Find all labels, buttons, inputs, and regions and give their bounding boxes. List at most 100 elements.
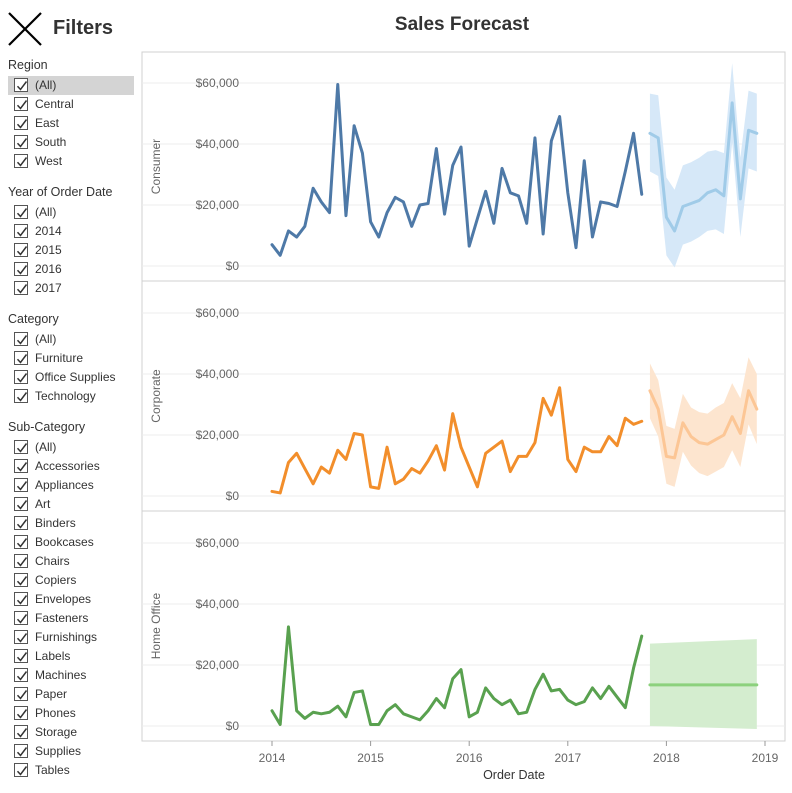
checkmark-icon <box>16 614 28 624</box>
filter-item[interactable]: Envelopes <box>8 590 134 609</box>
checkbox[interactable] <box>14 459 28 473</box>
checkbox[interactable] <box>14 243 28 257</box>
filter-item[interactable]: (All) <box>8 438 134 457</box>
filter-item[interactable]: (All) <box>8 76 134 95</box>
filter-item-label: Office Supplies <box>35 370 116 384</box>
checkbox[interactable] <box>14 554 28 568</box>
filter-item[interactable]: East <box>8 114 134 133</box>
filter-item[interactable]: Supplies <box>8 742 134 761</box>
filter-item[interactable]: Furnishings <box>8 628 134 647</box>
filter-item[interactable]: Art <box>8 495 134 514</box>
checkbox[interactable] <box>14 154 28 168</box>
filter-item[interactable]: Copiers <box>8 571 134 590</box>
filter-item[interactable]: Phones <box>8 704 134 723</box>
filter-group-title: Year of Order Date <box>8 185 113 199</box>
checkmark-icon <box>16 208 28 218</box>
filter-group-title: Sub-Category <box>8 420 86 434</box>
filter-item-label: Storage <box>35 725 78 739</box>
close-icon[interactable] <box>6 10 44 48</box>
checkbox[interactable] <box>14 725 28 739</box>
filter-item[interactable]: (All) <box>8 330 134 349</box>
checkbox[interactable] <box>14 744 28 758</box>
actual-series-line <box>270 386 644 495</box>
filter-item[interactable]: Labels <box>8 647 134 666</box>
filter-item[interactable]: Binders <box>8 514 134 533</box>
filter-item[interactable]: 2014 <box>8 222 134 241</box>
checkbox[interactable] <box>14 97 28 111</box>
filter-item-label: (All) <box>35 205 57 219</box>
filters-title: Filters <box>53 17 114 39</box>
filter-item[interactable]: Technology <box>8 387 134 406</box>
filter-item[interactable]: West <box>8 152 134 171</box>
checkbox[interactable] <box>14 649 28 663</box>
checkbox[interactable] <box>14 535 28 549</box>
checkbox[interactable] <box>14 497 28 511</box>
y-tick-label: $20,000 <box>196 198 240 212</box>
checkmark-icon <box>16 538 28 548</box>
checkbox[interactable] <box>14 370 28 384</box>
checkbox[interactable] <box>14 135 28 149</box>
checkbox[interactable] <box>14 573 28 587</box>
filter-item[interactable]: 2015 <box>8 241 134 260</box>
checkbox[interactable] <box>14 611 28 625</box>
filter-item[interactable]: Accessories <box>8 457 134 476</box>
y-tick-label: $0 <box>226 259 240 273</box>
filter-item[interactable]: Furniture <box>8 349 134 368</box>
checkbox[interactable] <box>14 389 28 403</box>
filter-item-label: Furniture <box>35 351 84 365</box>
x-tick-label: 2019 <box>752 751 779 765</box>
x-axis-label: Order Date <box>483 768 545 782</box>
checkbox[interactable] <box>14 281 28 295</box>
checkbox[interactable] <box>14 763 28 777</box>
filter-item[interactable]: 2017 <box>8 279 134 298</box>
checkmark-icon <box>16 227 28 237</box>
checkmark-icon <box>16 100 28 110</box>
checkbox[interactable] <box>14 262 28 276</box>
panel-label: Consumer <box>149 139 163 194</box>
checkbox[interactable] <box>14 668 28 682</box>
filter-item[interactable]: Bookcases <box>8 533 134 552</box>
filter-item[interactable]: Central <box>8 95 134 114</box>
filter-item[interactable]: Office Supplies <box>8 368 134 387</box>
filter-item-label: Copiers <box>35 573 77 587</box>
filter-item[interactable]: South <box>8 133 134 152</box>
filter-item[interactable]: Fasteners <box>8 609 134 628</box>
forecast-band <box>649 63 757 268</box>
filter-item-label: Furnishings <box>35 630 98 644</box>
checkmark-icon <box>16 709 28 719</box>
filter-item-label: Appliances <box>35 478 94 492</box>
filter-item-label: (All) <box>35 78 57 92</box>
checkmark-icon <box>16 335 28 345</box>
filter-item[interactable]: Tables <box>8 761 134 780</box>
filter-item-label: Phones <box>35 706 76 720</box>
checkbox[interactable] <box>14 116 28 130</box>
checkbox[interactable] <box>14 440 28 454</box>
checkbox[interactable] <box>14 630 28 644</box>
filter-item-label: Envelopes <box>35 592 92 606</box>
filter-item[interactable]: Appliances <box>8 476 134 495</box>
filter-item[interactable]: Paper <box>8 685 134 704</box>
checkbox[interactable] <box>14 687 28 701</box>
checkbox[interactable] <box>14 706 28 720</box>
checkbox[interactable] <box>14 224 28 238</box>
checkbox[interactable] <box>14 351 28 365</box>
filter-item-label: Accessories <box>35 459 100 473</box>
chart-title: Sales Forecast <box>394 14 530 35</box>
filter-group-title: Category <box>8 312 59 326</box>
filter-item[interactable]: (All) <box>8 203 134 222</box>
filter-item[interactable]: Chairs <box>8 552 134 571</box>
checkbox[interactable] <box>14 516 28 530</box>
filter-item[interactable]: Machines <box>8 666 134 685</box>
filter-item[interactable]: Storage <box>8 723 134 742</box>
checkmark-icon <box>16 747 28 757</box>
checkbox[interactable] <box>14 78 28 92</box>
checkbox[interactable] <box>14 205 28 219</box>
forecast-series-line <box>648 101 759 233</box>
checkbox[interactable] <box>14 332 28 346</box>
checkbox[interactable] <box>14 592 28 606</box>
filter-item-label: South <box>35 135 67 149</box>
filter-group-title: Region <box>8 58 48 72</box>
filter-item[interactable]: 2016 <box>8 260 134 279</box>
checkbox[interactable] <box>14 478 28 492</box>
